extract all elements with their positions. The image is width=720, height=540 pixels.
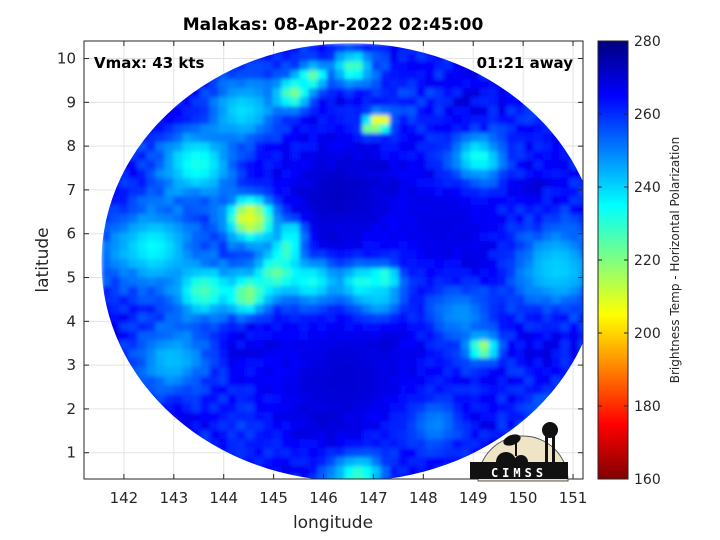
cimss-logo-text: CIMSS bbox=[491, 466, 547, 480]
axes-box bbox=[83, 40, 584, 480]
colorbar-tick-label: 220 bbox=[634, 253, 661, 269]
x-tick-label: 147 bbox=[359, 489, 388, 507]
x-tick-label: 149 bbox=[459, 489, 488, 507]
y-tick-label: 5 bbox=[66, 269, 76, 287]
colorbar-gradient bbox=[597, 40, 629, 480]
colorbar-tick-label: 240 bbox=[634, 180, 661, 196]
y-tick-label: 7 bbox=[66, 181, 76, 199]
y-tick-label: 4 bbox=[66, 312, 76, 330]
y-tick-label: 3 bbox=[66, 356, 76, 374]
time-away-annotation: 01:21 away bbox=[477, 54, 574, 72]
x-tick-label: 145 bbox=[259, 489, 288, 507]
cimss-logo: CIMSS bbox=[470, 422, 569, 482]
y-tick-label: 10 bbox=[57, 50, 76, 68]
y-tick-label: 6 bbox=[66, 225, 76, 243]
y-tick-label: 8 bbox=[66, 137, 76, 155]
colorbar: 160 180 200 220 240 260 280 Brightness Temp - … bbox=[597, 34, 682, 488]
colorbar-tick-label: 200 bbox=[634, 326, 661, 342]
x-tick-label: 151 bbox=[559, 489, 588, 507]
y-tick-label: 9 bbox=[66, 93, 76, 111]
x-tick-label: 144 bbox=[209, 489, 238, 507]
x-tick-label: 143 bbox=[159, 489, 188, 507]
x-tick-label: 142 bbox=[110, 489, 139, 507]
x-tick-label: 146 bbox=[309, 489, 338, 507]
colorbar-label: Brightness Temp - Horizontal Polarizatio… bbox=[668, 137, 682, 384]
chart-title: Malakas: 08-Apr-2022 02:45:00 bbox=[183, 15, 484, 35]
colorbar-tick-label: 260 bbox=[634, 107, 661, 123]
y-tick-label: 2 bbox=[66, 400, 76, 418]
colorbar-tick-label: 160 bbox=[634, 472, 661, 488]
vmax-annotation: Vmax: 43 kts bbox=[94, 54, 204, 72]
x-tick-label: 148 bbox=[409, 489, 438, 507]
y-tick-label: 1 bbox=[66, 444, 76, 462]
y-axis-label: latitude bbox=[33, 227, 53, 292]
colorbar-tick-label: 280 bbox=[634, 34, 661, 50]
x-axis-label: longitude bbox=[293, 513, 373, 533]
colorbar-tick-label: 180 bbox=[634, 399, 661, 415]
x-tick-label: 150 bbox=[509, 489, 538, 507]
